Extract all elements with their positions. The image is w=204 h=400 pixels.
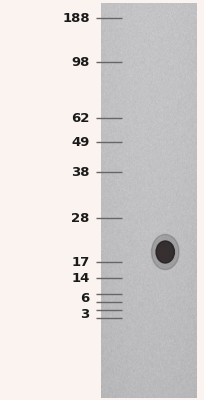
- Text: 38: 38: [71, 166, 90, 178]
- Text: 28: 28: [71, 212, 90, 224]
- Text: 6: 6: [81, 292, 90, 304]
- Ellipse shape: [159, 248, 169, 260]
- Text: 17: 17: [72, 256, 90, 268]
- Ellipse shape: [151, 234, 179, 270]
- Text: 62: 62: [71, 112, 90, 124]
- Text: 188: 188: [62, 12, 90, 24]
- Text: 98: 98: [71, 56, 90, 68]
- Text: 49: 49: [71, 136, 90, 148]
- Ellipse shape: [156, 241, 174, 263]
- Text: 3: 3: [81, 308, 90, 320]
- Text: 14: 14: [71, 272, 90, 284]
